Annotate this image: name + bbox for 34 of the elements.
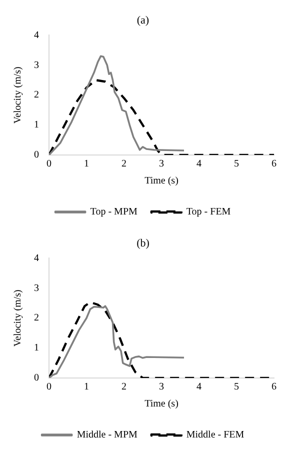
x-tick-label: 3: [159, 158, 164, 170]
y-tick-label: 4: [34, 30, 39, 41]
y-tick-label: 0: [34, 150, 39, 161]
x-tick-label: 2: [122, 158, 126, 170]
y-axis-title: Velocity (m/s): [12, 290, 24, 347]
x-tick-label: 5: [234, 158, 239, 170]
y-tick-label: 3: [34, 60, 39, 71]
chart-title: (a): [136, 14, 150, 26]
chart-title: (b): [136, 237, 150, 250]
y-tick-label: 4: [34, 252, 39, 264]
x-tick-label: 2: [122, 382, 126, 393]
x-axis-title: Time (s): [144, 398, 178, 410]
y-axis-title: Velocity (m/s): [12, 66, 24, 124]
legend-label: Top - MPM: [90, 206, 138, 218]
y-tick-label: 0: [34, 372, 39, 384]
y-tick-label: 2: [34, 90, 39, 101]
legend-label: Middle - FEM: [186, 430, 244, 441]
x-tick-label: 4: [196, 158, 202, 170]
x-tick-label: 5: [234, 382, 239, 393]
y-tick-label: 2: [34, 312, 39, 324]
x-tick-label: 4: [196, 382, 202, 393]
y-tick-label: 1: [34, 342, 39, 354]
y-tick-label: 3: [34, 282, 39, 294]
x-tick-label: 0: [46, 158, 52, 170]
x-tick-label: 6: [272, 158, 276, 170]
y-tick-label: 1: [34, 120, 39, 131]
x-tick-label: 3: [159, 382, 164, 393]
legend-label: Middle - MPM: [76, 430, 138, 441]
x-axis-title: Time (s): [144, 176, 178, 187]
x-tick-label: 0: [46, 382, 52, 393]
legend-label: Top - FEM: [186, 206, 231, 218]
x-tick-label: 6: [272, 382, 276, 393]
x-tick-label: 1: [84, 158, 89, 170]
x-tick-label: 1: [84, 382, 89, 393]
